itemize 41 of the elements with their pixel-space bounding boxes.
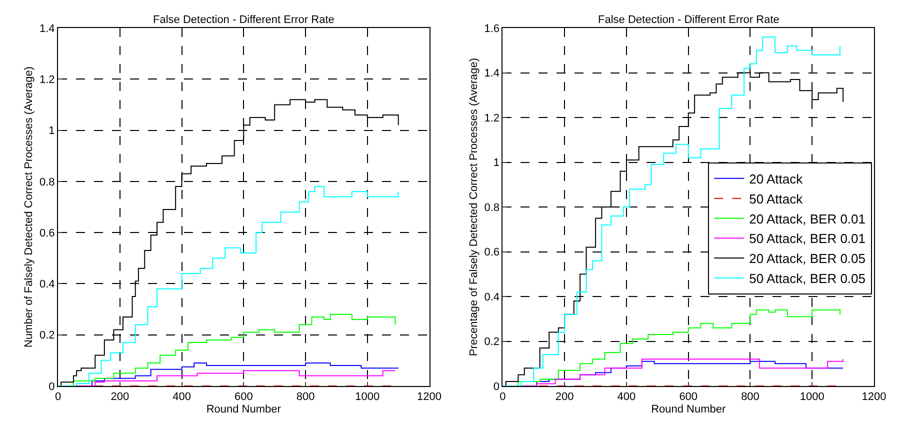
legend-label: 20 Attack [749,172,804,186]
y-tick-label: 0 [493,380,500,393]
x-tick-label: 400 [172,391,191,404]
x-tick-label: 600 [679,391,698,404]
x-tick-label: 1000 [800,391,824,404]
x-axis-title: Round Number [651,403,726,416]
y-tick-label: 0.4 [484,291,500,304]
y-tick-label: 1.2 [484,112,500,124]
x-tick-label: 400 [617,391,636,404]
y-tick-label: 0.6 [484,246,500,259]
y-tick-label: 1.2 [40,74,55,86]
x-tick-label: 1000 [355,391,380,404]
legend-label: 50 Attack, BER 0.05 [749,271,866,286]
y-tick-label: 0.4 [40,278,55,291]
y-tick-label: 0.8 [484,202,500,214]
y-tick-label: 1.4 [484,68,500,80]
y-tick-label: 0.2 [484,336,500,348]
y-tick-label: 1 [493,157,500,170]
y-tick-label: 0.6 [40,227,55,240]
legend-label: 20 Attack, BER 0.05 [749,251,866,266]
x-tick-label: 200 [110,391,130,404]
x-tick-label: 600 [234,391,253,404]
y-tick-label: 1.4 [40,22,55,35]
x-tick-label: 1200 [862,391,886,404]
chart-title: False Detection - Different Error Rate [153,14,334,26]
x-tick-label: 1200 [417,391,442,404]
y-axis-title: Precentage of Falsely Detected Correct Processes (Average) [468,58,480,356]
chart-title: False Detection - Different Error Rate [598,14,780,26]
x-tick-label: 800 [296,391,315,404]
y-tick-label: 1 [48,125,55,138]
y-tick-label: 0.2 [40,330,55,342]
y-tick-label: 1.6 [484,22,500,35]
x-tick-label: 200 [555,391,574,404]
y-tick-label: 0 [48,380,55,393]
legend-label: 20 Attack, BER 0.01 [749,211,866,226]
x-axis-title: Round Number [206,403,282,416]
x-tick-label: 800 [741,391,760,404]
legend-label: 50 Attack [749,191,804,206]
y-tick-label: 0.8 [40,176,55,188]
legend-label: 50 Attack, BER 0.01 [749,231,866,246]
y-axis-title: Number of Falsely Detected Correct Processes (Average) [23,66,36,348]
